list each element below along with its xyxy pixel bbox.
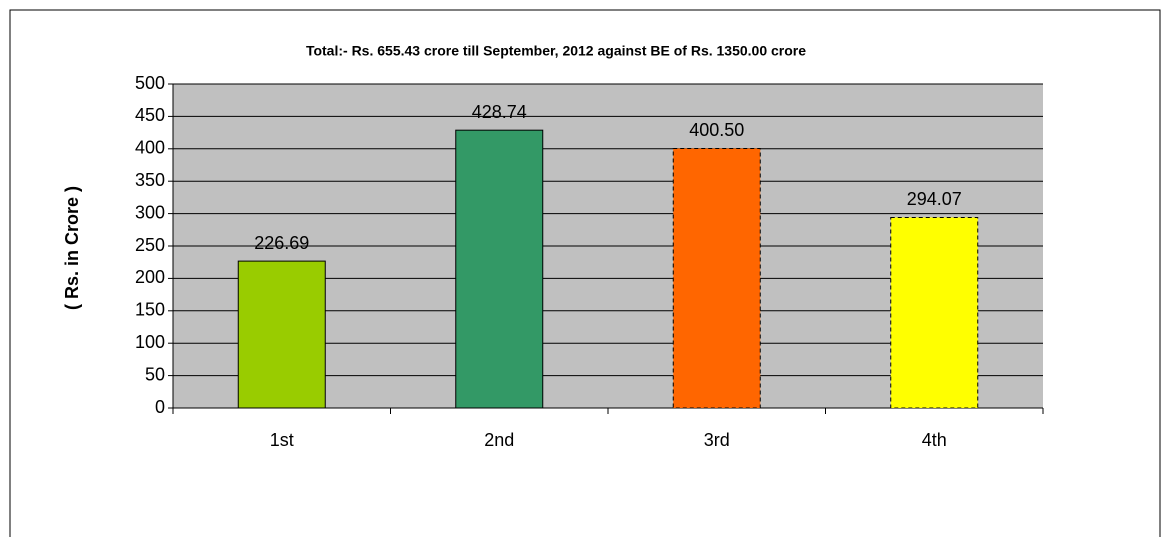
- y-tick-label: 150: [135, 300, 165, 320]
- value-label: 400.50: [689, 120, 744, 140]
- y-tick-label: 400: [135, 138, 165, 158]
- bar: [455, 129, 544, 409]
- y-tick-label: 450: [135, 105, 165, 125]
- bar: [890, 216, 979, 409]
- y-tick-label: 100: [135, 332, 165, 352]
- value-label: 428.74: [472, 102, 527, 122]
- y-tick-label: 0: [155, 397, 165, 417]
- chart-title: Total:- Rs. 655.43 crore till September,…: [306, 43, 806, 59]
- y-tick-label: 350: [135, 170, 165, 190]
- x-tick-label: 1st: [270, 430, 294, 450]
- y-axis-label: ( Rs. in Crore ): [62, 186, 82, 310]
- y-tick-label: 200: [135, 267, 165, 287]
- bar: [672, 147, 761, 409]
- value-label: 226.69: [254, 233, 309, 253]
- y-tick-label: 250: [135, 235, 165, 255]
- y-tick-label: 300: [135, 202, 165, 222]
- x-tick-label: 3rd: [704, 430, 730, 450]
- y-tick-label: 50: [145, 364, 165, 384]
- bar: [237, 260, 326, 409]
- x-tick-label: 2nd: [484, 430, 514, 450]
- x-tick-label: 4th: [922, 430, 947, 450]
- y-tick-label: 500: [135, 73, 165, 93]
- value-label: 294.07: [907, 189, 962, 209]
